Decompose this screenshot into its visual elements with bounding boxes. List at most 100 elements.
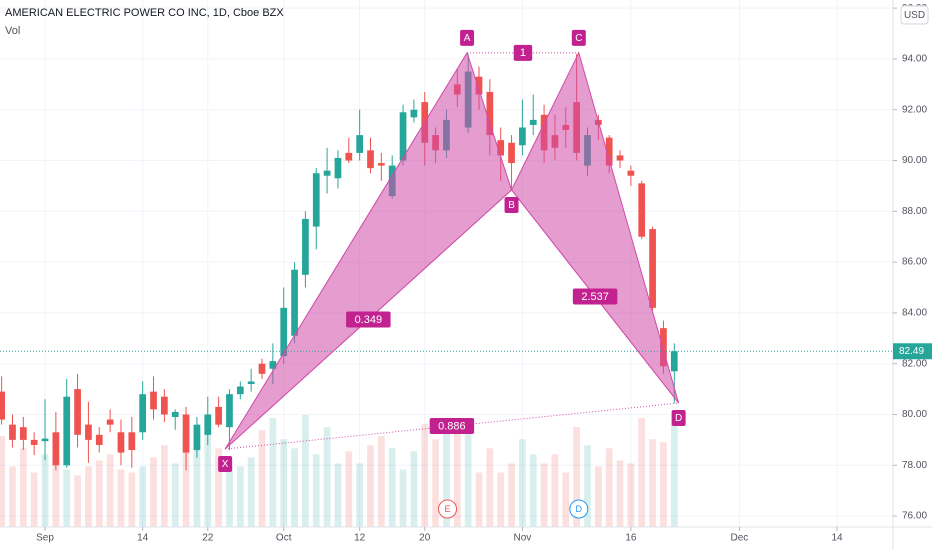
- x-tick-label: 20: [419, 533, 431, 544]
- volume-bar: [356, 463, 364, 527]
- candle-body: [150, 391, 157, 410]
- volume-bar: [334, 463, 342, 527]
- x-tick-label: 16: [625, 533, 637, 544]
- candle-body: [356, 135, 364, 153]
- volume-bar: [529, 454, 537, 527]
- volume-bar: [117, 469, 125, 527]
- candle-body: [85, 424, 92, 440]
- volume-bar: [204, 415, 212, 527]
- ratio-line: [225, 402, 679, 450]
- volume-bar: [443, 433, 450, 527]
- event-marker: [569, 499, 589, 519]
- volume-bar: [584, 445, 591, 527]
- ratio-label: 0.886: [438, 420, 466, 432]
- candle-body: [486, 91, 494, 136]
- volume-bar: [41, 454, 49, 527]
- volume-bar: [280, 439, 288, 527]
- point-label: B: [508, 200, 515, 211]
- candle-body: [52, 432, 60, 466]
- volume-bar: [161, 445, 168, 527]
- candle-body: [312, 173, 320, 227]
- volume-bar: [345, 451, 353, 527]
- y-tick-label: 76.00: [902, 511, 927, 522]
- x-tick-label: 14: [137, 533, 149, 544]
- volume-bar: [562, 472, 570, 527]
- volume-bar: [410, 451, 418, 527]
- volume-bar: [85, 466, 92, 527]
- point-box: [571, 29, 586, 46]
- candle-body: [529, 119, 537, 125]
- x-tick-label: Dec: [730, 533, 748, 544]
- candle-body: [139, 394, 147, 433]
- volume-bar: [9, 466, 16, 527]
- ratio-box: [513, 44, 533, 61]
- volume-bar: [74, 475, 81, 527]
- x-tick-label: 12: [354, 533, 366, 544]
- pattern-layer: 0.349 1 2.537 0.886 X A B C D: [218, 29, 686, 473]
- volume-bar: [312, 454, 320, 527]
- volume-bar: [660, 442, 667, 527]
- last-price-label: 82.49: [899, 346, 924, 357]
- volume-bar: [182, 433, 190, 527]
- point-box: [460, 29, 475, 46]
- candle-body: [638, 183, 646, 237]
- y-tick-label: 88.00: [902, 206, 927, 217]
- volume-bar: [497, 472, 505, 527]
- y-tick-label: 90.00: [902, 155, 927, 166]
- candle-body: [345, 152, 353, 161]
- candle-body: [291, 269, 298, 336]
- volume-bar: [432, 439, 439, 527]
- candle-body: [117, 432, 125, 453]
- volume-bar: [399, 469, 407, 527]
- volume-bar: [323, 427, 331, 527]
- volume-bar: [670, 424, 678, 527]
- x-tick-label: 22: [202, 533, 214, 544]
- volume-bar: [540, 463, 548, 527]
- candle-body: [627, 170, 635, 176]
- candle-body: [19, 427, 27, 440]
- volume-bar: [63, 469, 71, 527]
- volume-bar: [0, 436, 5, 527]
- candle-body: [204, 414, 212, 435]
- currency-label[interactable]: USD: [904, 10, 925, 21]
- volume-bar: [52, 439, 60, 527]
- candle-body: [0, 391, 5, 420]
- volume-bar: [226, 466, 233, 527]
- volume-bar: [616, 460, 624, 527]
- candle-body: [258, 363, 266, 374]
- candle-body: [236, 386, 244, 395]
- volume-bar: [388, 448, 396, 527]
- volume-bar: [302, 415, 309, 527]
- ratio-line: [224, 189, 512, 450]
- volume-bar: [95, 460, 103, 527]
- volume-bar: [519, 439, 526, 527]
- candle-body: [128, 432, 136, 451]
- volume-bar: [128, 472, 136, 527]
- currency-box[interactable]: [900, 5, 929, 25]
- candle-body: [161, 396, 168, 415]
- volume-bar: [236, 466, 244, 527]
- point-label: D: [675, 413, 682, 424]
- point-box: [218, 456, 233, 473]
- volume-bar: [19, 448, 27, 527]
- volume-bar: [30, 472, 38, 527]
- volume-bar: [291, 448, 298, 527]
- candle-body: [616, 155, 624, 161]
- candle-body: [280, 307, 288, 357]
- ratio-box: [346, 311, 391, 328]
- volume-bar: [269, 418, 277, 527]
- candle-body: [30, 439, 38, 445]
- volume-bar: [453, 433, 461, 527]
- volume-bar: [475, 472, 483, 527]
- candle-body: [649, 229, 656, 308]
- volume-bar: [150, 457, 157, 527]
- y-tick-label: 92.00: [902, 104, 927, 115]
- x-tick-label: Nov: [513, 533, 531, 544]
- x-tick-label: Sep: [36, 533, 54, 544]
- candle-body: [377, 163, 385, 166]
- x-tick-label: Oct: [276, 533, 292, 544]
- volume-bar: [649, 439, 656, 527]
- candle-body: [323, 170, 331, 176]
- event-marker: [438, 499, 458, 519]
